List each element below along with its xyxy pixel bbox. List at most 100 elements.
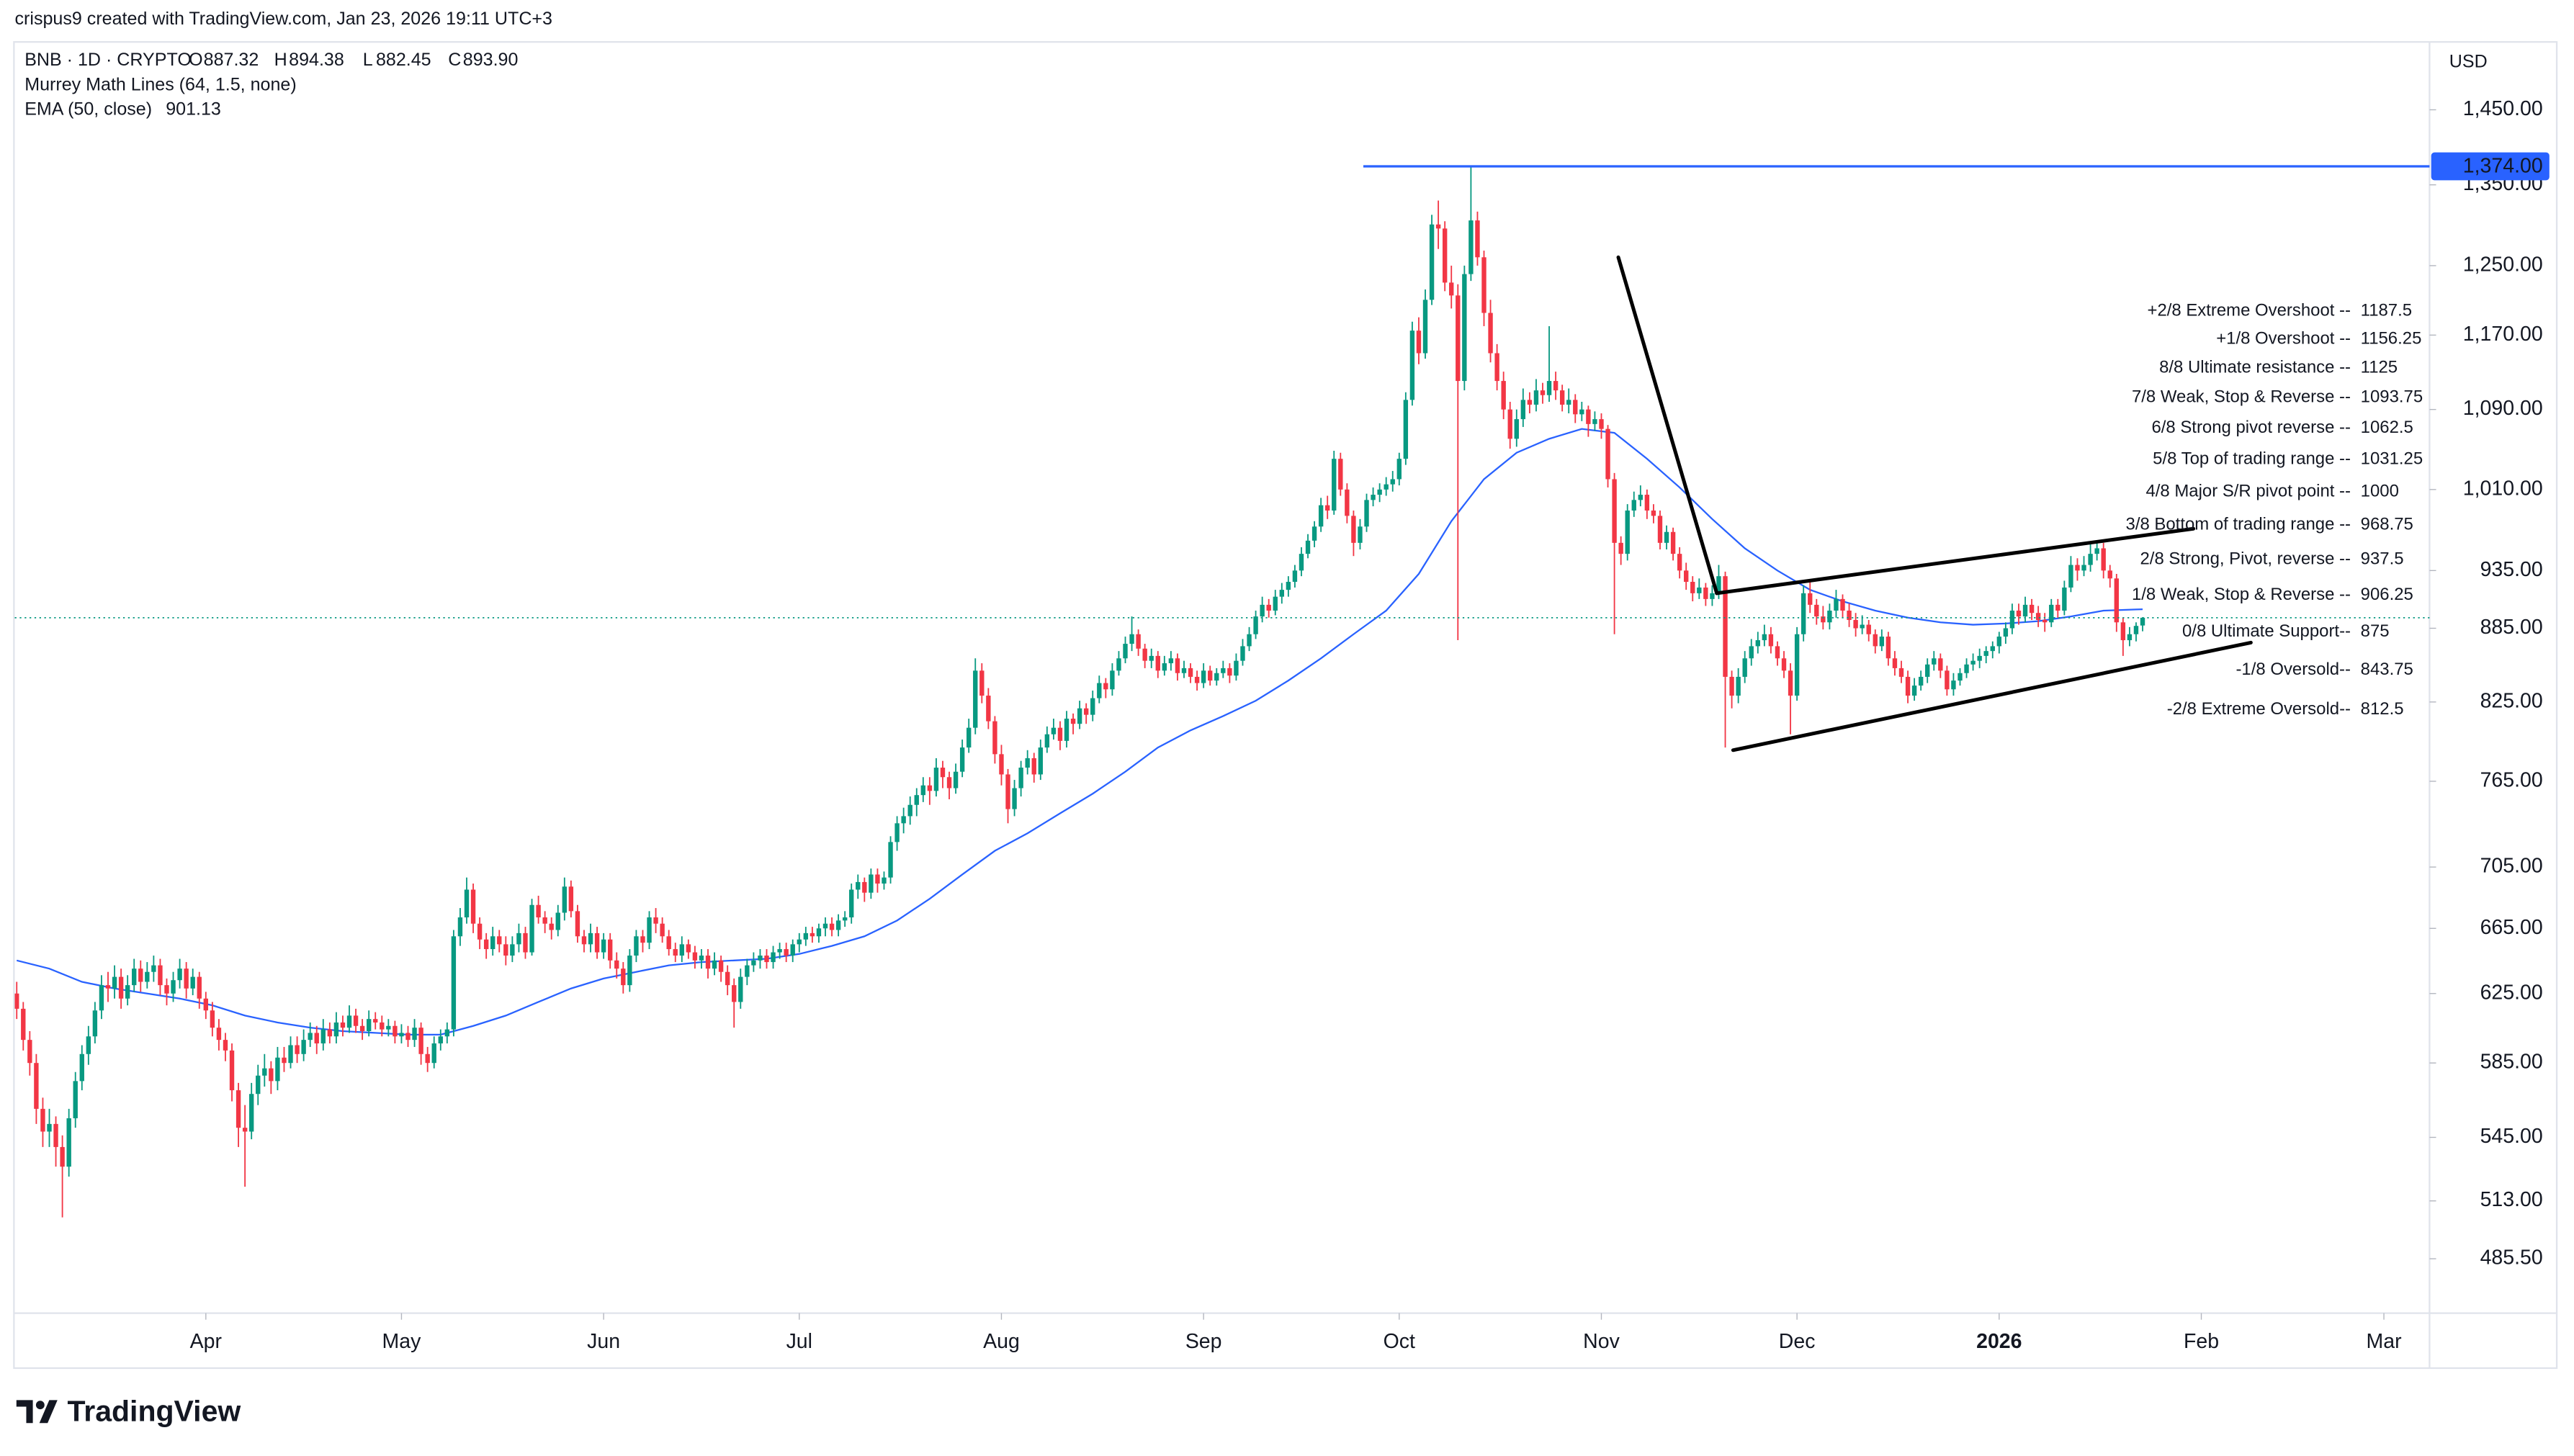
candle-body (1644, 495, 1650, 511)
candle-body (1208, 670, 1213, 681)
candle-body (1801, 593, 1806, 634)
candle-body (1996, 637, 2002, 647)
candle-body (1951, 680, 1956, 690)
candle-body (1422, 300, 1428, 354)
candle-body (1142, 648, 1147, 661)
candle-body (1885, 637, 1891, 659)
candle-body (431, 1043, 436, 1064)
candle-body (1507, 409, 1512, 439)
candle-body (288, 1045, 293, 1064)
candle-body (1716, 576, 1721, 593)
candle-body (1286, 582, 1291, 590)
candle-body (1618, 542, 1623, 554)
candle-body (835, 920, 841, 930)
candle-body (1892, 658, 1898, 668)
trendline (1715, 526, 2196, 596)
logo-text: TradingView (67, 1394, 241, 1427)
candle-body (399, 1033, 404, 1037)
candle-body (1025, 758, 1030, 768)
candle-body (1546, 381, 1552, 395)
candle-body (1403, 400, 1409, 459)
candle-body (1579, 409, 1584, 415)
candle-body (1723, 576, 1728, 677)
candle-body (1364, 500, 1369, 527)
candle-body (979, 670, 985, 696)
candle-body (1201, 670, 1206, 683)
candle-body (1332, 459, 1337, 511)
y-tick-label: 513.00 (2480, 1188, 2543, 1211)
candle-body (2120, 622, 2126, 641)
candle-body (249, 1094, 254, 1132)
candle-body (1077, 708, 1082, 724)
candle-body (1168, 658, 1174, 664)
y-tick-label: 765.00 (2480, 769, 2543, 792)
y-tick-label: 1,010.00 (2463, 477, 2543, 500)
candle-body (758, 956, 763, 961)
candle-body (1533, 390, 1539, 405)
murrey-value: 968.75 (2361, 515, 2413, 534)
candle-body (1821, 616, 1826, 623)
candle-body (99, 985, 104, 1011)
candle-body (210, 1010, 215, 1028)
candle-body (967, 727, 972, 748)
candle-body (718, 960, 724, 972)
x-tick-label: May (382, 1330, 422, 1353)
candle-body (53, 1123, 58, 1147)
candle-body (1396, 459, 1402, 480)
candle-body (138, 969, 143, 982)
ema-value: 901.13 (166, 99, 221, 119)
candle-body (1703, 587, 1708, 599)
x-tick-label: Oct (1384, 1330, 1415, 1353)
candle-body (1690, 582, 1695, 593)
candle-body (197, 976, 202, 999)
candle-body (184, 969, 189, 989)
candle-body (1456, 295, 1461, 382)
candle-body (510, 944, 515, 956)
candle-body (457, 917, 463, 937)
logo: TradingView (16, 1394, 241, 1427)
candle-body (353, 1015, 359, 1026)
candle-body (1847, 610, 1852, 620)
candle-body (634, 936, 639, 956)
candle-body (842, 917, 848, 921)
y-tick-label: 1,250.00 (2463, 253, 2543, 276)
candle-body (242, 1128, 248, 1132)
candle-body (171, 980, 176, 994)
candle-body (1136, 634, 1141, 649)
y-tick-label: 585.00 (2480, 1051, 2543, 1074)
candle-body (14, 993, 19, 1009)
candle-body (1083, 708, 1089, 715)
candle-body (2133, 626, 2139, 634)
candle-body (869, 874, 874, 893)
candle-body (555, 912, 560, 930)
murrey-name: 0/8 Ultimate Support-- (2182, 621, 2351, 641)
candle-body (295, 1045, 300, 1054)
symbol: BNB · 1D · CRYPTO (24, 50, 192, 70)
candle-body (158, 965, 163, 986)
x-tick-label: Jun (587, 1330, 620, 1353)
candle-body (1755, 640, 1760, 647)
murrey-name: 3/8 Bottom of trading range -- (2126, 515, 2351, 534)
candle-body (1670, 531, 1676, 554)
ohlc-name: H (274, 50, 287, 70)
candle-body (1612, 479, 1617, 543)
candle-body (2062, 587, 2067, 611)
murrey-value: 1156.25 (2361, 329, 2422, 349)
candle-body (340, 1022, 346, 1028)
candle-body (229, 1050, 235, 1091)
candle-body (1279, 590, 1285, 597)
candle-body (1351, 516, 1356, 543)
ohlc-value: 893.90 (463, 50, 519, 70)
murrey-value: 1031.25 (2361, 449, 2423, 468)
candle-body (1377, 489, 1382, 495)
candle-body (86, 1036, 91, 1054)
candle-body (2022, 604, 2028, 617)
candle-body (1371, 495, 1376, 500)
x-tick-label: Dec (1779, 1330, 1816, 1353)
candle-body (933, 768, 939, 791)
candle-body (1638, 495, 1643, 500)
candle-body (1475, 220, 1480, 258)
candle-body (164, 985, 169, 994)
candle-body (1559, 390, 1565, 405)
candle-body (810, 933, 815, 937)
